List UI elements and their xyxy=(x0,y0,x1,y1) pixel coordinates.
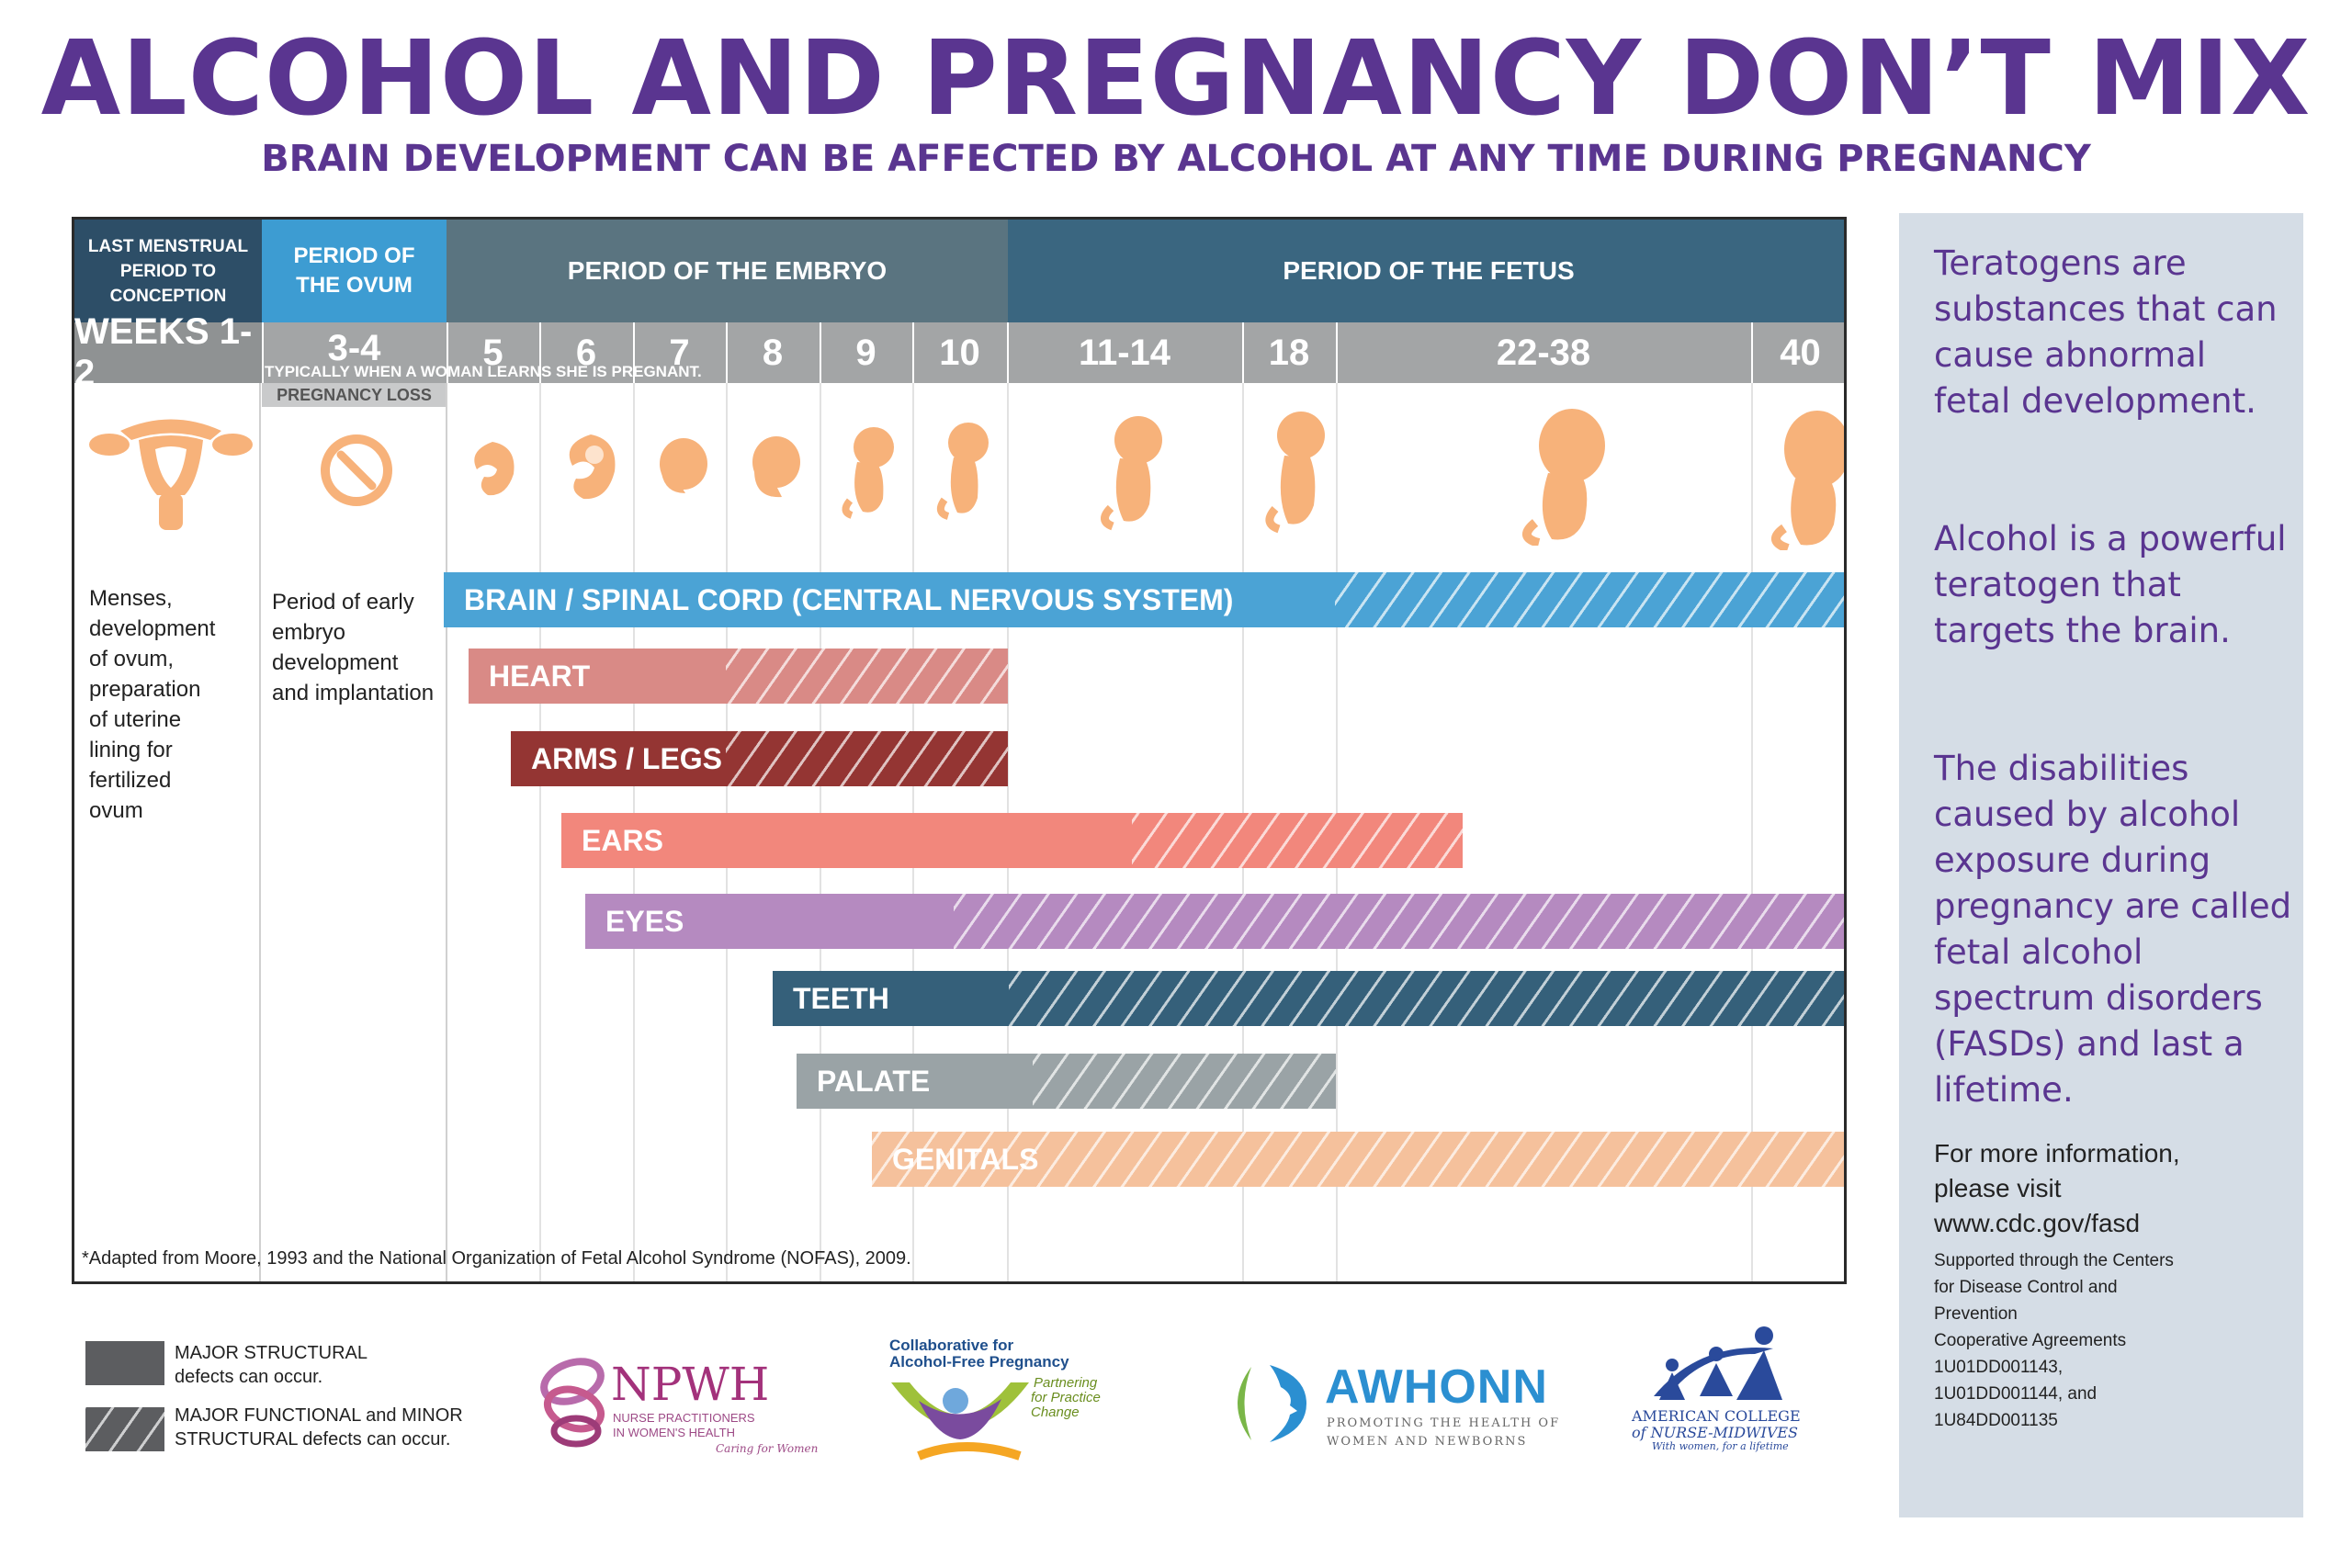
support-text: Supported through the Centers for Diseas… xyxy=(1934,1251,2174,1430)
fetus-icon xyxy=(1101,416,1162,531)
bar-genitals: GENITALS xyxy=(872,1132,1844,1187)
bar-eyes: EYES xyxy=(585,894,1844,949)
page-title: ALCOHOL AND PREGNANCY DON’T MIX xyxy=(40,19,2312,139)
fetus-icon xyxy=(1771,411,1844,550)
fetus-icon xyxy=(936,423,989,520)
sidebar-paragraph: The disabilities caused by alcohol expos… xyxy=(1934,749,2292,1110)
learns-pregnant-note: TYPICALLY WHEN A WOMAN LEARNS SHE IS PRE… xyxy=(265,363,702,380)
week-label: 8 xyxy=(762,332,784,373)
ovum-icon xyxy=(321,434,392,506)
week-label: 3-4 xyxy=(327,328,381,368)
cdc-link[interactable]: www.cdc.gov/fasd xyxy=(1934,1209,2141,1237)
fetus-icon xyxy=(1265,412,1325,534)
week-label: 6 xyxy=(575,332,597,373)
week-label: 7 xyxy=(669,332,690,373)
npwh-logo: NPWH NURSE PRACTITIONERS IN WOMEN'S HEAL… xyxy=(536,1348,818,1459)
period-ovum: PERIOD OF THE OVUM xyxy=(262,220,447,322)
fetus-icon xyxy=(842,427,894,519)
period-menstrual: LAST MENSTRUAL PERIOD TO CONCEPTION xyxy=(74,220,262,322)
legend-swatch-major-structural xyxy=(85,1341,164,1385)
description-weeks-1-2: Menses, development of ovum, preparation… xyxy=(89,586,216,823)
legend-swatch-functional xyxy=(85,1407,164,1451)
week-label: 11-14 xyxy=(1078,332,1171,373)
embryo-icon xyxy=(660,438,707,493)
week-row xyxy=(74,322,1844,383)
period-embryo: PERIOD OF THE EMBRYO xyxy=(447,220,1008,322)
more-info: For more information, please visit www.c… xyxy=(1934,1136,2180,1241)
bar-arms-legs: ARMS / LEGS xyxy=(511,731,1008,786)
acnm-logo: AMERICAN COLLEGE of NURSE-MIDWIVES With … xyxy=(1626,1323,1810,1461)
cafp-logo: Collaborative for Alcohol-Free Pregnancy… xyxy=(882,1337,1121,1465)
page-subtitle: BRAIN DEVELOPMENT CAN BE AFFECTED BY ALC… xyxy=(261,138,2091,180)
bar-ears: EARS xyxy=(561,813,1463,868)
bar-brain-spinal-cord: BRAIN / SPINAL CORD (CENTRAL NERVOUS SYS… xyxy=(444,572,1844,627)
legend-functional: MAJOR FUNCTIONAL and MINOR STRUCTURAL de… xyxy=(175,1405,463,1450)
bar-teeth: TEETH xyxy=(773,971,1844,1026)
period-fetus: PERIOD OF THE FETUS xyxy=(1008,220,1844,322)
bar-palate: PALATE xyxy=(797,1054,1336,1109)
info-sidebar: Teratogens are substances that can cause… xyxy=(1899,213,2303,1517)
description-weeks-3-4: Period of early embryo development and i… xyxy=(272,590,435,705)
week-label: 5 xyxy=(482,332,503,373)
footnote: *Adapted from Moore, 1993 and the Nation… xyxy=(82,1248,911,1269)
uterus-icon xyxy=(89,419,253,530)
week-label: 40 xyxy=(1780,332,1821,373)
week-label: 18 xyxy=(1268,332,1310,373)
sidebar-paragraph: Alcohol is a powerful teratogen that tar… xyxy=(1934,519,2287,650)
week-label: 10 xyxy=(939,332,980,373)
week-label: WEEKS 1-2 xyxy=(74,311,262,393)
development-chart: LAST MENSTRUAL PERIOD TO CONCEPTION PERI… xyxy=(72,217,1847,1284)
bar-heart: HEART xyxy=(469,649,1008,704)
awhonn-logo: AWHONN PROMOTING THE HEALTH OF WOMEN AND… xyxy=(1224,1358,1564,1459)
fetus-icon xyxy=(1522,409,1605,546)
embryo-icon xyxy=(569,434,616,500)
embryo-icon xyxy=(474,442,514,496)
sidebar-paragraph: Teratogens are substances that can cause… xyxy=(1934,243,2278,421)
embryo-icon xyxy=(752,436,800,498)
week-label: 22-38 xyxy=(1496,332,1591,373)
week-label: 9 xyxy=(855,332,876,373)
pregnancy-loss-note: PREGNANCY LOSS xyxy=(262,383,447,407)
legend-major-structural: MAJOR STRUCTURAL defects can occur. xyxy=(175,1343,368,1387)
